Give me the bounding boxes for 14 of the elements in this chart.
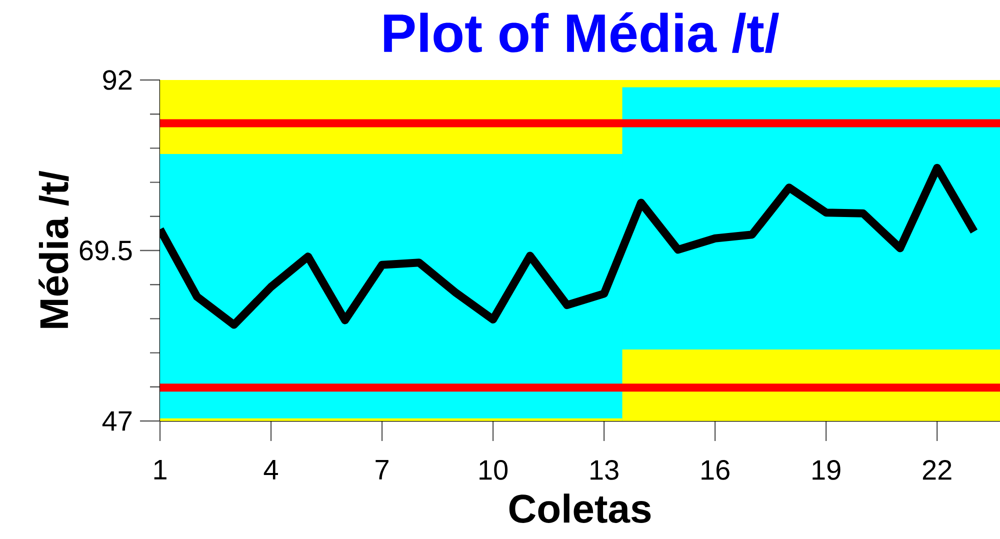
x-tick-label: 1 (154, 460, 166, 480)
x-tick-label: 16 (702, 460, 730, 480)
y-tick-label: 47 (102, 411, 132, 431)
chart-title: Plot of Média /t/ (384, 12, 779, 53)
x-tick-label: 22 (922, 460, 952, 480)
x-tick-label: 10 (480, 460, 508, 480)
x-axis-title: Coletas (509, 494, 651, 523)
y-tick-label: 92 (103, 70, 132, 90)
x-tick-label: 13 (590, 460, 618, 480)
x-tick-label: 19 (812, 460, 840, 480)
x-tick-label: 7 (376, 460, 388, 480)
y-tick-label: 69.5 (80, 240, 132, 260)
x-tick-label: 4 (264, 460, 278, 480)
y-axis-title: Média /t/ (38, 170, 69, 328)
